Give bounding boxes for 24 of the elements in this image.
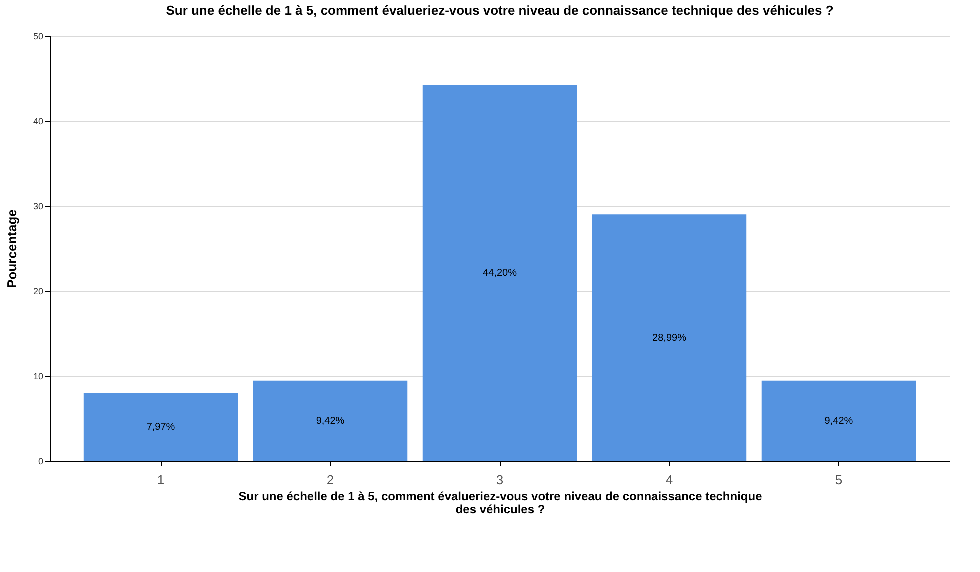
bar xyxy=(762,380,916,461)
data-label: 44,20% xyxy=(483,268,518,280)
data-label: 7,97% xyxy=(146,422,176,434)
x-tick-label: 1 xyxy=(157,472,165,488)
bar xyxy=(422,85,578,461)
y-tick-label: 50 xyxy=(33,32,44,42)
y-tick-label: 0 xyxy=(38,456,44,466)
x-tick-label: 5 xyxy=(835,472,843,488)
x-tick-label: 2 xyxy=(326,472,334,488)
x-tick-label: 4 xyxy=(666,472,674,488)
y-tick-label: 40 xyxy=(33,116,44,126)
y-tick-label: 30 xyxy=(33,202,44,212)
bar xyxy=(84,393,238,461)
y-tick-label: 10 xyxy=(33,372,44,382)
data-label: 9,42% xyxy=(316,416,345,427)
data-label: 28,99% xyxy=(652,332,687,344)
x-tick-label: 3 xyxy=(496,472,504,488)
y-tick-label: 20 xyxy=(33,286,44,296)
bar xyxy=(253,380,408,461)
x-axis-title: Sur une échelle de 1 à 5, comment évalueriez-vous votre niveau de connaissance technique des véhicules ? xyxy=(238,490,763,516)
y-axis-title: Pourcentage xyxy=(4,210,20,288)
bar xyxy=(592,214,747,461)
data-label: 9,42% xyxy=(824,416,854,427)
chart-title: Sur une échelle de 1 à 5, comment évalueriez-vous votre niveau de connaissance technique des véhicules ? xyxy=(166,3,834,18)
